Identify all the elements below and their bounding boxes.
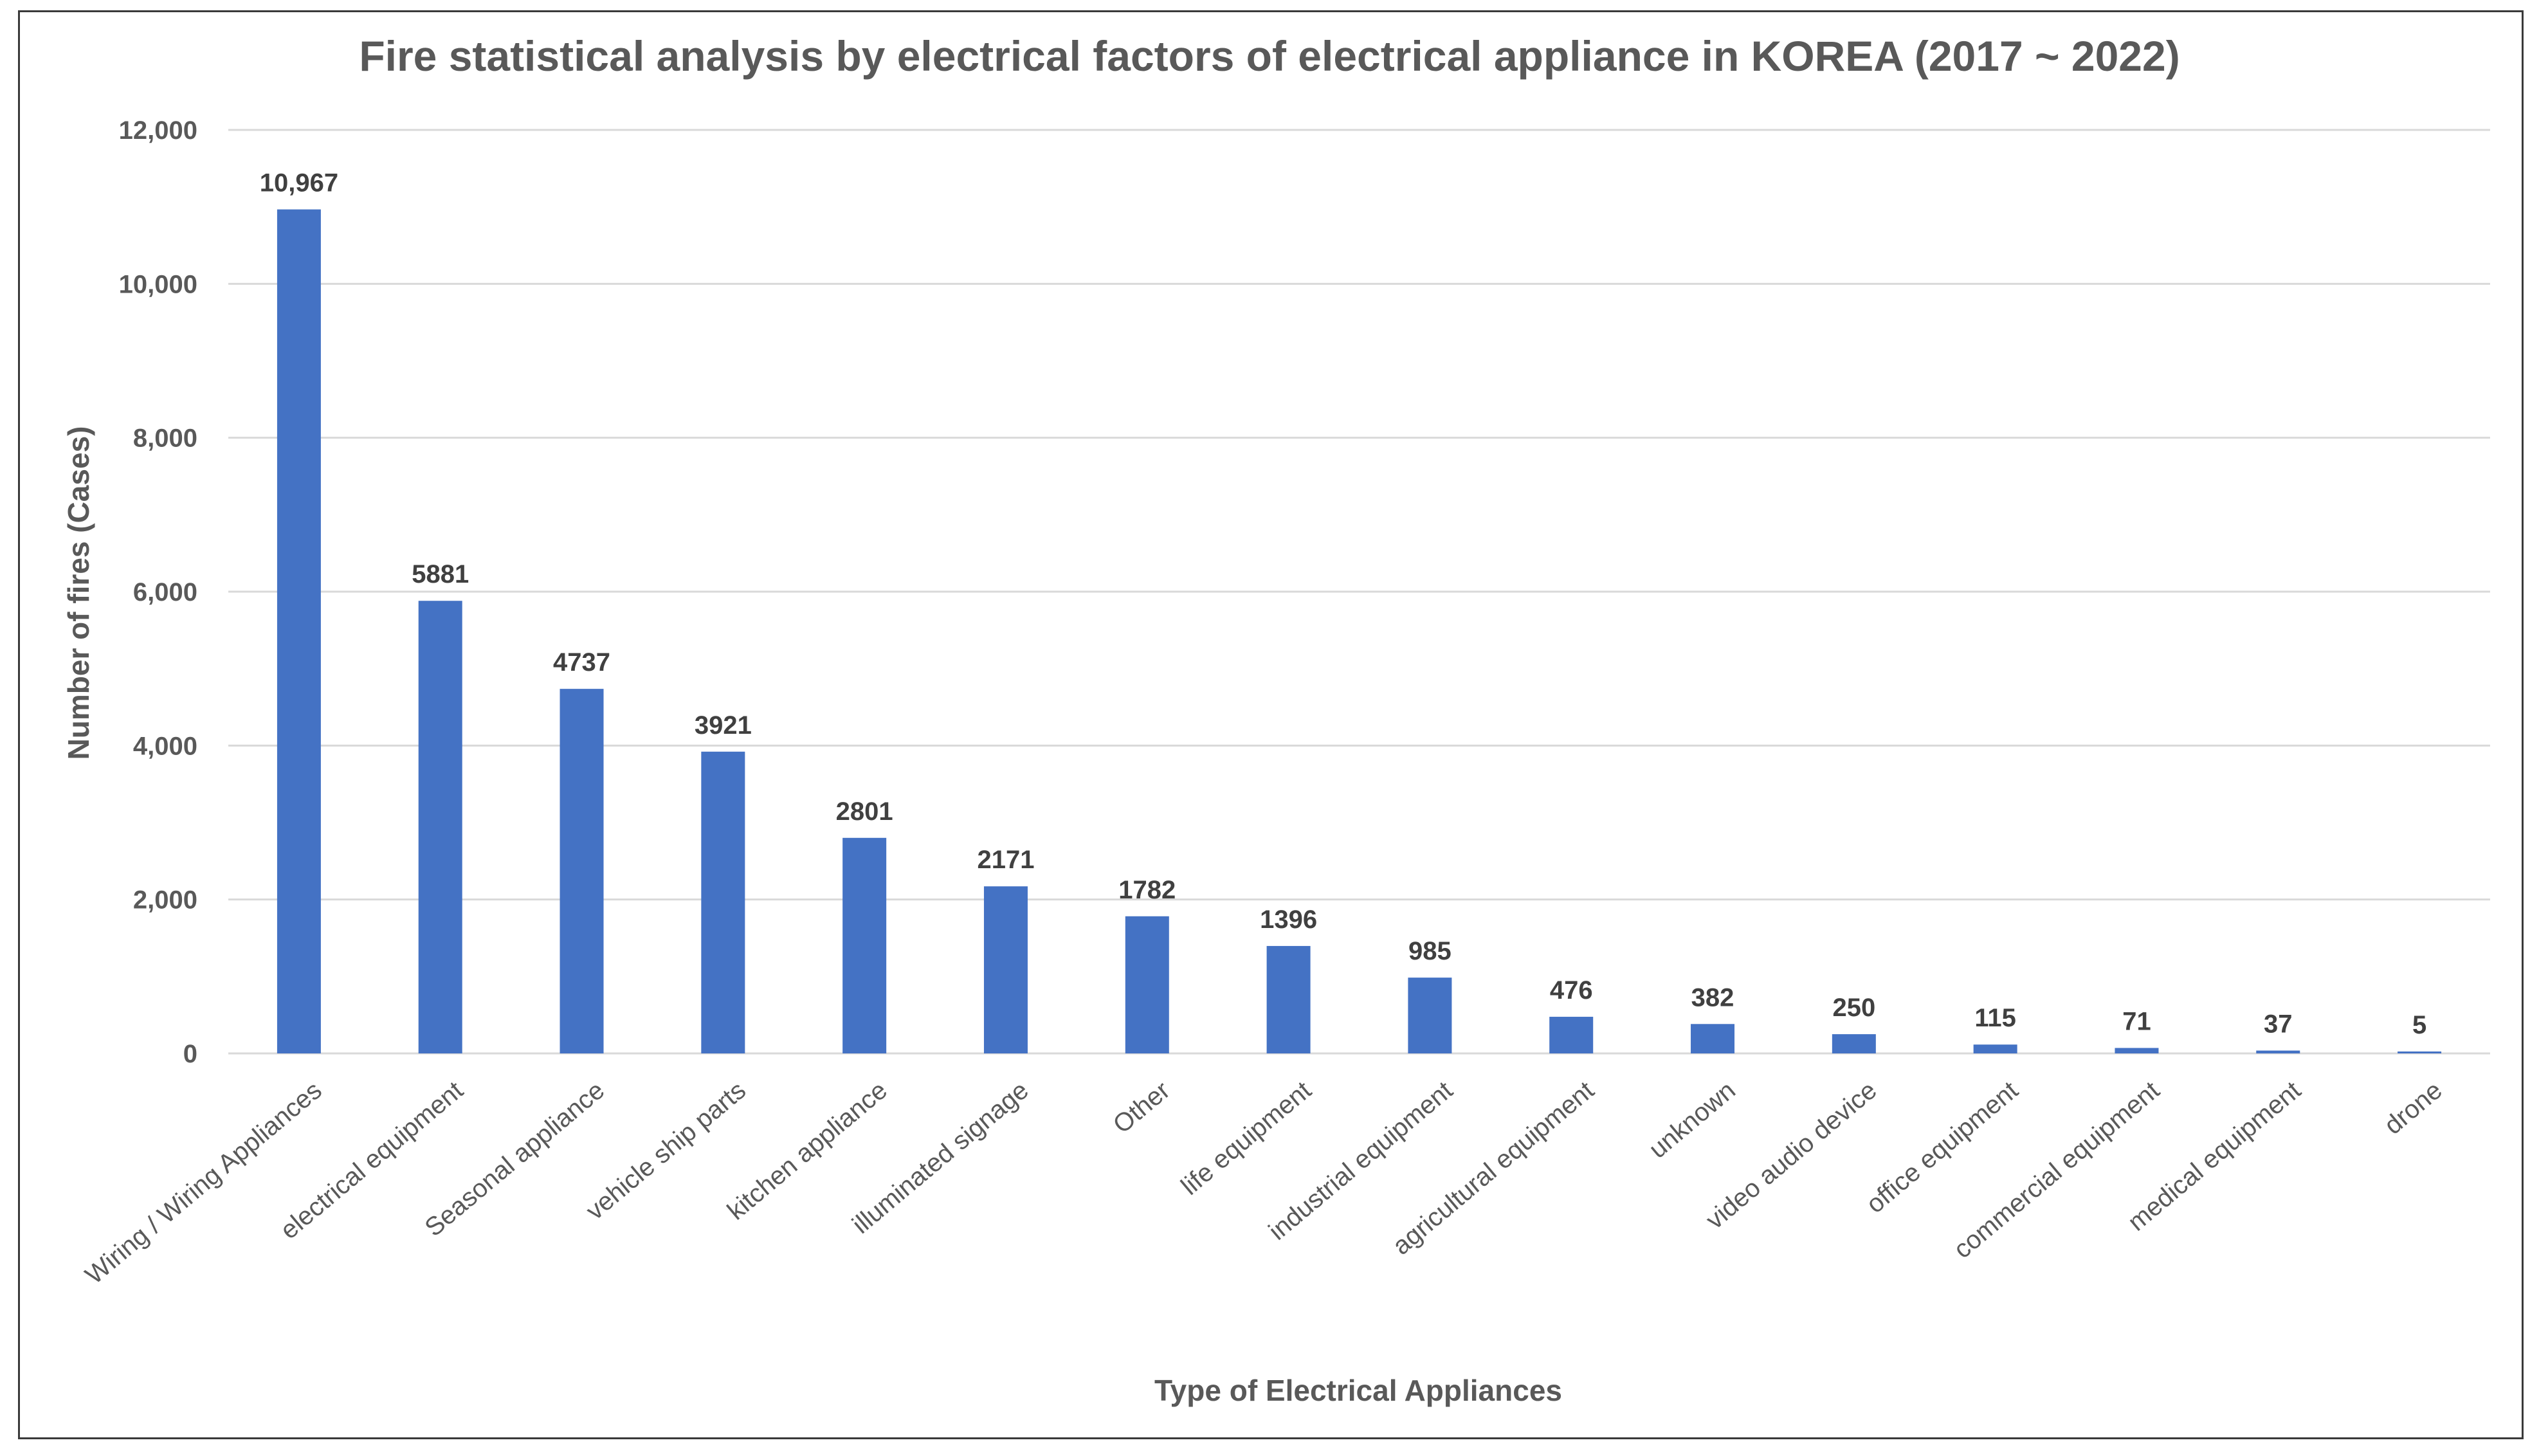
bar <box>983 886 1028 1053</box>
y-tick-label: 6,000 <box>133 578 197 606</box>
data-label: 5 <box>2412 1011 2426 1039</box>
chart-title: Fire statistical analysis by electrical … <box>359 32 2180 80</box>
data-labels: 10,967 5881 4737 3921 2801 2171 1782 1396 985 476… <box>260 169 2426 1039</box>
y-tick-label: 8,000 <box>133 424 197 453</box>
bar <box>1973 1044 2017 1053</box>
bar <box>1408 978 1452 1053</box>
x-category-label: Wiring / Wiring Appliances <box>80 1076 327 1289</box>
bar <box>1832 1034 1876 1053</box>
y-tick-label: 12,000 <box>119 116 197 145</box>
bar <box>418 601 462 1053</box>
y-tick-label: 4,000 <box>133 732 197 760</box>
data-label: 985 <box>1408 937 1452 965</box>
y-tick-label: 10,000 <box>119 270 197 298</box>
y-axis-label: Number of fires (Cases) <box>62 426 95 760</box>
data-label: 115 <box>1974 1004 2016 1032</box>
bar <box>1691 1024 1735 1053</box>
data-label: 2801 <box>836 797 893 826</box>
data-label: 476 <box>1550 976 1593 1005</box>
data-label: 71 <box>2122 1008 2151 1036</box>
y-tick-label: 2,000 <box>133 886 197 915</box>
y-tick-label: 0 <box>183 1040 197 1068</box>
data-label: 4737 <box>553 648 610 677</box>
bar <box>277 209 321 1053</box>
x-category-label: office equipment <box>1861 1076 2024 1219</box>
bar <box>2398 1051 2442 1053</box>
data-label: 2171 <box>977 846 1034 874</box>
bar <box>701 751 745 1053</box>
x-category-label: unknown <box>1644 1076 1741 1164</box>
bar <box>2115 1048 2159 1053</box>
gridlines <box>228 129 2490 1055</box>
bar <box>560 689 604 1053</box>
x-category-label: life equipment <box>1176 1076 1316 1201</box>
bars <box>277 209 2442 1053</box>
data-label: 37 <box>2264 1010 2293 1039</box>
y-axis-ticks: 0 2,000 4,000 6,000 8,000 10,000 12,000 <box>119 116 197 1068</box>
x-category-label: drone <box>2379 1076 2448 1140</box>
data-label: 250 <box>1832 994 1875 1022</box>
x-category-label: Other <box>1108 1076 1176 1139</box>
data-label: 1782 <box>1118 876 1176 904</box>
bar <box>2256 1050 2300 1053</box>
data-label: 1396 <box>1260 905 1317 934</box>
data-label: 5881 <box>412 560 469 588</box>
bar <box>1266 945 1311 1053</box>
bar <box>842 837 887 1053</box>
data-label: 10,967 <box>260 169 338 197</box>
data-label: 3921 <box>695 711 752 740</box>
bar <box>1125 916 1169 1053</box>
x-axis-label: Type of Electrical Appliances <box>1154 1374 1562 1407</box>
bar <box>1549 1017 1594 1053</box>
data-label: 382 <box>1691 983 1734 1012</box>
